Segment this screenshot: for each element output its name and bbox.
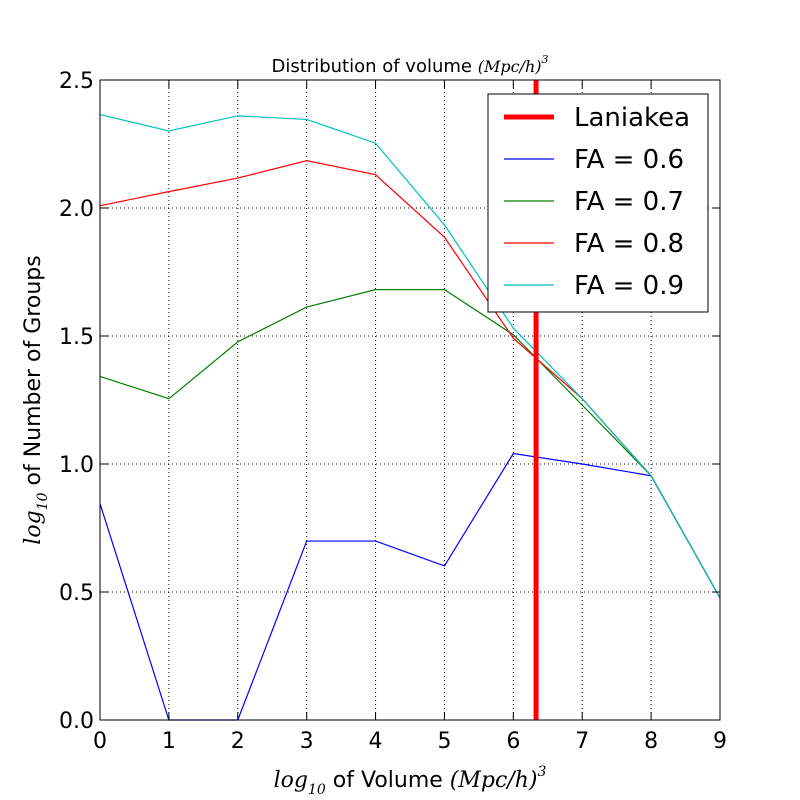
y-tick-label: 1.5 xyxy=(59,325,94,350)
x-tick-label: 5 xyxy=(437,729,451,754)
x-tick-label: 3 xyxy=(300,729,314,754)
legend-box xyxy=(487,93,709,313)
x-axis-label-math: (Mpc/h) xyxy=(450,768,538,793)
x-axis-label-sup: 3 xyxy=(537,764,546,780)
y-tick-label: 0.0 xyxy=(59,709,94,734)
x-tick-label: 8 xyxy=(644,729,658,754)
x-axis-label-sub: 10 xyxy=(308,782,326,798)
x-axis-label: log10 of Volume (Mpc/h)3 xyxy=(274,764,547,798)
x-tick-label: 0 xyxy=(93,729,107,754)
axis-ticks: 0 1 2 3 4 5 6 7 8 9 0.0 0.5 1.0 1.5 2.0 2.5 xyxy=(59,69,727,754)
series-line xyxy=(99,452,721,721)
plot-frame xyxy=(99,79,721,721)
legend-label: FA = 0.9 xyxy=(574,271,684,301)
chart-title-math: (Mpc/h) xyxy=(478,57,542,76)
legend: Laniakea FA = 0.6 FA = 0.7 FA = 0.8 FA = 0.9 xyxy=(487,93,709,313)
legend-label: Laniakea xyxy=(574,103,690,133)
legend-label: FA = 0.7 xyxy=(574,187,684,217)
x-tick-label: 2 xyxy=(231,729,245,754)
x-tick-label: 6 xyxy=(506,729,520,754)
x-tick-label: 7 xyxy=(575,729,589,754)
x-axis-label-log: log xyxy=(274,768,308,793)
legend-label: FA = 0.8 xyxy=(574,229,684,259)
y-tick-label: 1.0 xyxy=(59,453,94,478)
legend-label: FA = 0.6 xyxy=(574,145,684,175)
y-axis-label-log: log xyxy=(21,510,46,544)
x-tick-label: 4 xyxy=(369,729,383,754)
x-tick-label: 9 xyxy=(713,729,727,754)
y-axis-label-text: of Number of Groups xyxy=(21,255,46,492)
y-axis-label: log10 of Number of Groups xyxy=(21,255,51,544)
chart-title-text: Distribution of volume xyxy=(272,56,478,77)
chart-title-sup: 3 xyxy=(541,53,548,66)
x-axis-label-text: of Volume xyxy=(326,768,450,793)
chart-title: Distribution of volume (Mpc/h)3 xyxy=(272,53,549,77)
y-tick-label: 2.0 xyxy=(59,197,94,222)
y-tick-label: 2.5 xyxy=(59,69,94,94)
y-tick-label: 0.5 xyxy=(59,581,94,606)
x-tick-label: 1 xyxy=(162,729,176,754)
series-line xyxy=(99,113,721,599)
series-line xyxy=(99,289,721,599)
y-axis-label-sub: 10 xyxy=(35,492,51,510)
